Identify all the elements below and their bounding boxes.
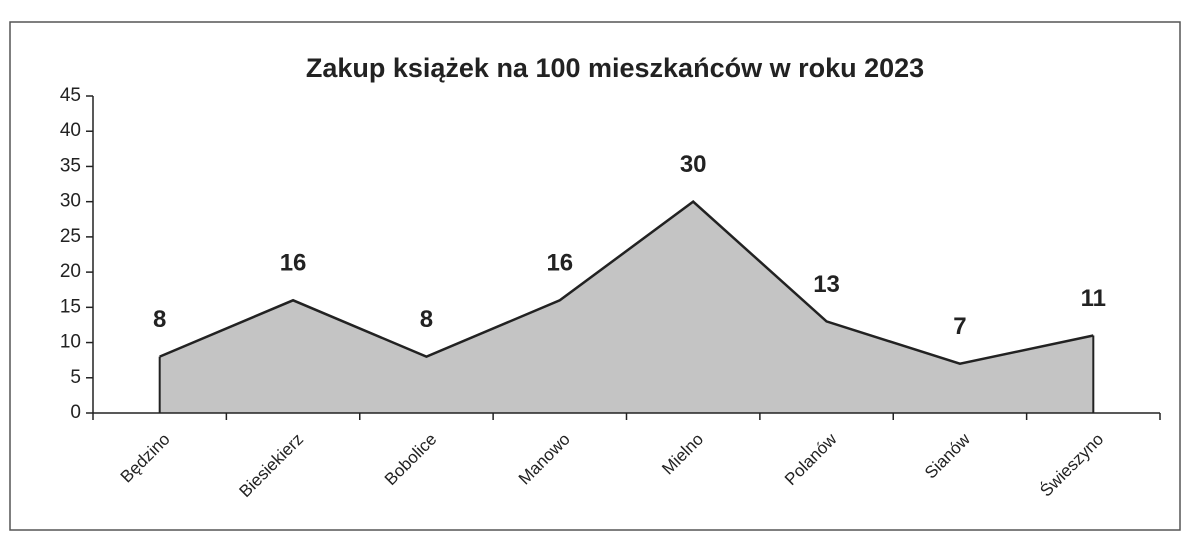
data-label: 7 [953, 313, 966, 340]
data-label: 16 [280, 250, 307, 277]
y-tick-label: 0 [70, 402, 81, 423]
y-tick-label: 45 [60, 85, 81, 106]
x-tick-label: Świeszyno [1036, 430, 1107, 501]
chart-frame [9, 21, 1181, 531]
area-line [159, 200, 1094, 365]
x-tick-label: Biesiekierz [236, 430, 308, 502]
chart-title: Zakup książek na 100 mieszkańców w roku … [306, 53, 924, 83]
area-fill [159, 201, 1094, 413]
data-label: 13 [813, 271, 840, 298]
data-label: 8 [153, 306, 166, 333]
x-tick-label: Sianów [921, 429, 974, 482]
x-tick-label: Bobolice [381, 430, 441, 490]
data-label: 11 [1081, 285, 1106, 312]
data-label: 8 [420, 306, 433, 333]
x-tick-label: Polanów [781, 429, 841, 489]
y-tick-label: 30 [60, 191, 81, 212]
data-label: 16 [546, 250, 573, 277]
y-tick-label: 25 [60, 226, 81, 247]
data-label: 30 [680, 151, 707, 178]
y-tick-label: 40 [60, 120, 81, 141]
x-tick-label: Manowo [515, 430, 574, 489]
y-tick-label: 5 [70, 367, 81, 388]
y-tick-label: 15 [60, 296, 81, 317]
y-tick-label: 10 [60, 332, 81, 353]
y-tick-label: 35 [60, 155, 81, 176]
y-tick-label: 20 [60, 261, 81, 282]
x-tick-label: Będzino [117, 430, 174, 487]
x-tick-label: Mielno [658, 430, 707, 479]
